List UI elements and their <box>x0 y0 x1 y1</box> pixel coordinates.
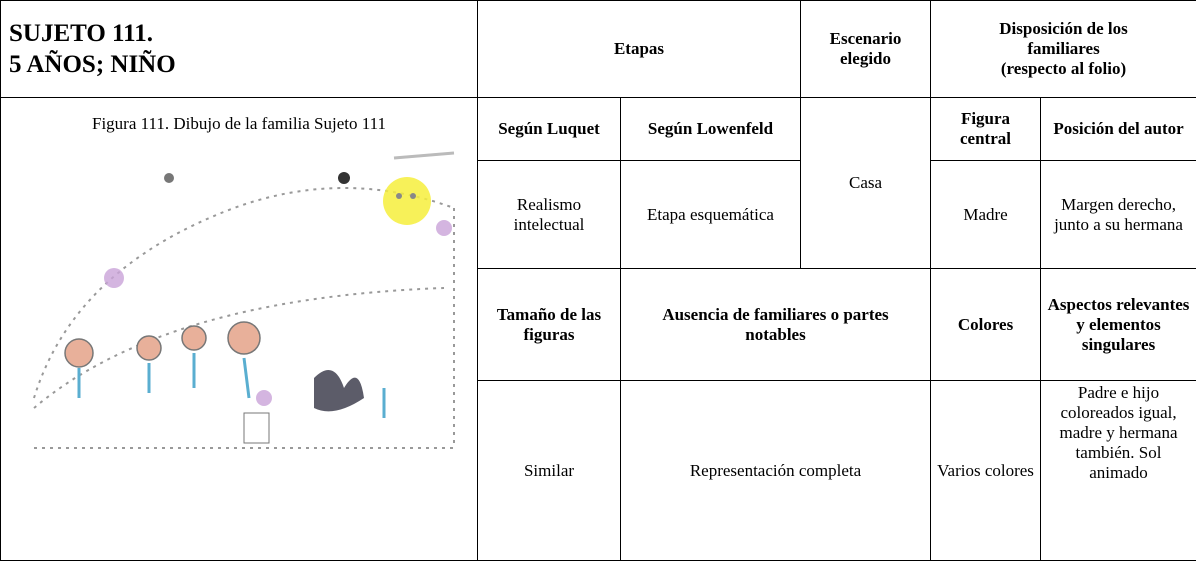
subject-line: SUJETO 111. <box>9 20 154 47</box>
figure-cell: Figura 111. Dibujo de la familia Sujeto … <box>0 97 478 561</box>
subheader-cell: Según Luquet <box>477 97 621 161</box>
subject-cell: SUJETO 111. 5 AÑOS; NIÑO <box>0 0 478 98</box>
subheader-cell: Posición del autor <box>1040 97 1196 161</box>
header-line: (respecto al folio) <box>1000 59 1127 78</box>
drawing <box>33 151 455 449</box>
subject-line: 5 AÑOS; NIÑO <box>9 51 176 78</box>
header-cell: Escenario elegido <box>800 0 932 98</box>
header-line: familiares <box>1027 39 1100 58</box>
subheader-cell: Aspectos relevantes y elementos singular… <box>1040 268 1196 381</box>
cell: Margen derecho, junto a su hermana <box>1040 160 1196 269</box>
header-cell: Disposición de los familiares (respecto al… <box>930 0 1196 98</box>
cell: Casa <box>800 97 932 269</box>
header-cell: Etapas <box>476 0 802 98</box>
subheader-cell: Tamaño de las figuras <box>477 268 621 381</box>
cell: Etapa esquemática <box>619 160 802 269</box>
cell: Padre e hijo coloreados igual, madre y h… <box>1040 380 1196 561</box>
cell: Varios colores <box>930 380 1042 561</box>
subheader-cell: Ausencia de familiares o partes notables <box>619 268 932 381</box>
header-line: Disposición de los <box>999 19 1128 38</box>
subheader-cell: Según Lowenfeld <box>619 97 802 161</box>
subheader-cell: Colores <box>930 268 1042 381</box>
cell: Representación completa <box>619 380 932 561</box>
figure-caption: Figura 111. Dibujo de la familia Sujeto … <box>92 114 386 133</box>
header-line: Escenario <box>829 29 902 48</box>
header-line: elegido <box>840 49 892 68</box>
cell: Realismo intelectual <box>477 160 621 269</box>
subheader-cell: Figura central <box>930 97 1042 161</box>
cell: Similar <box>477 380 621 561</box>
cell: Madre <box>930 160 1042 269</box>
